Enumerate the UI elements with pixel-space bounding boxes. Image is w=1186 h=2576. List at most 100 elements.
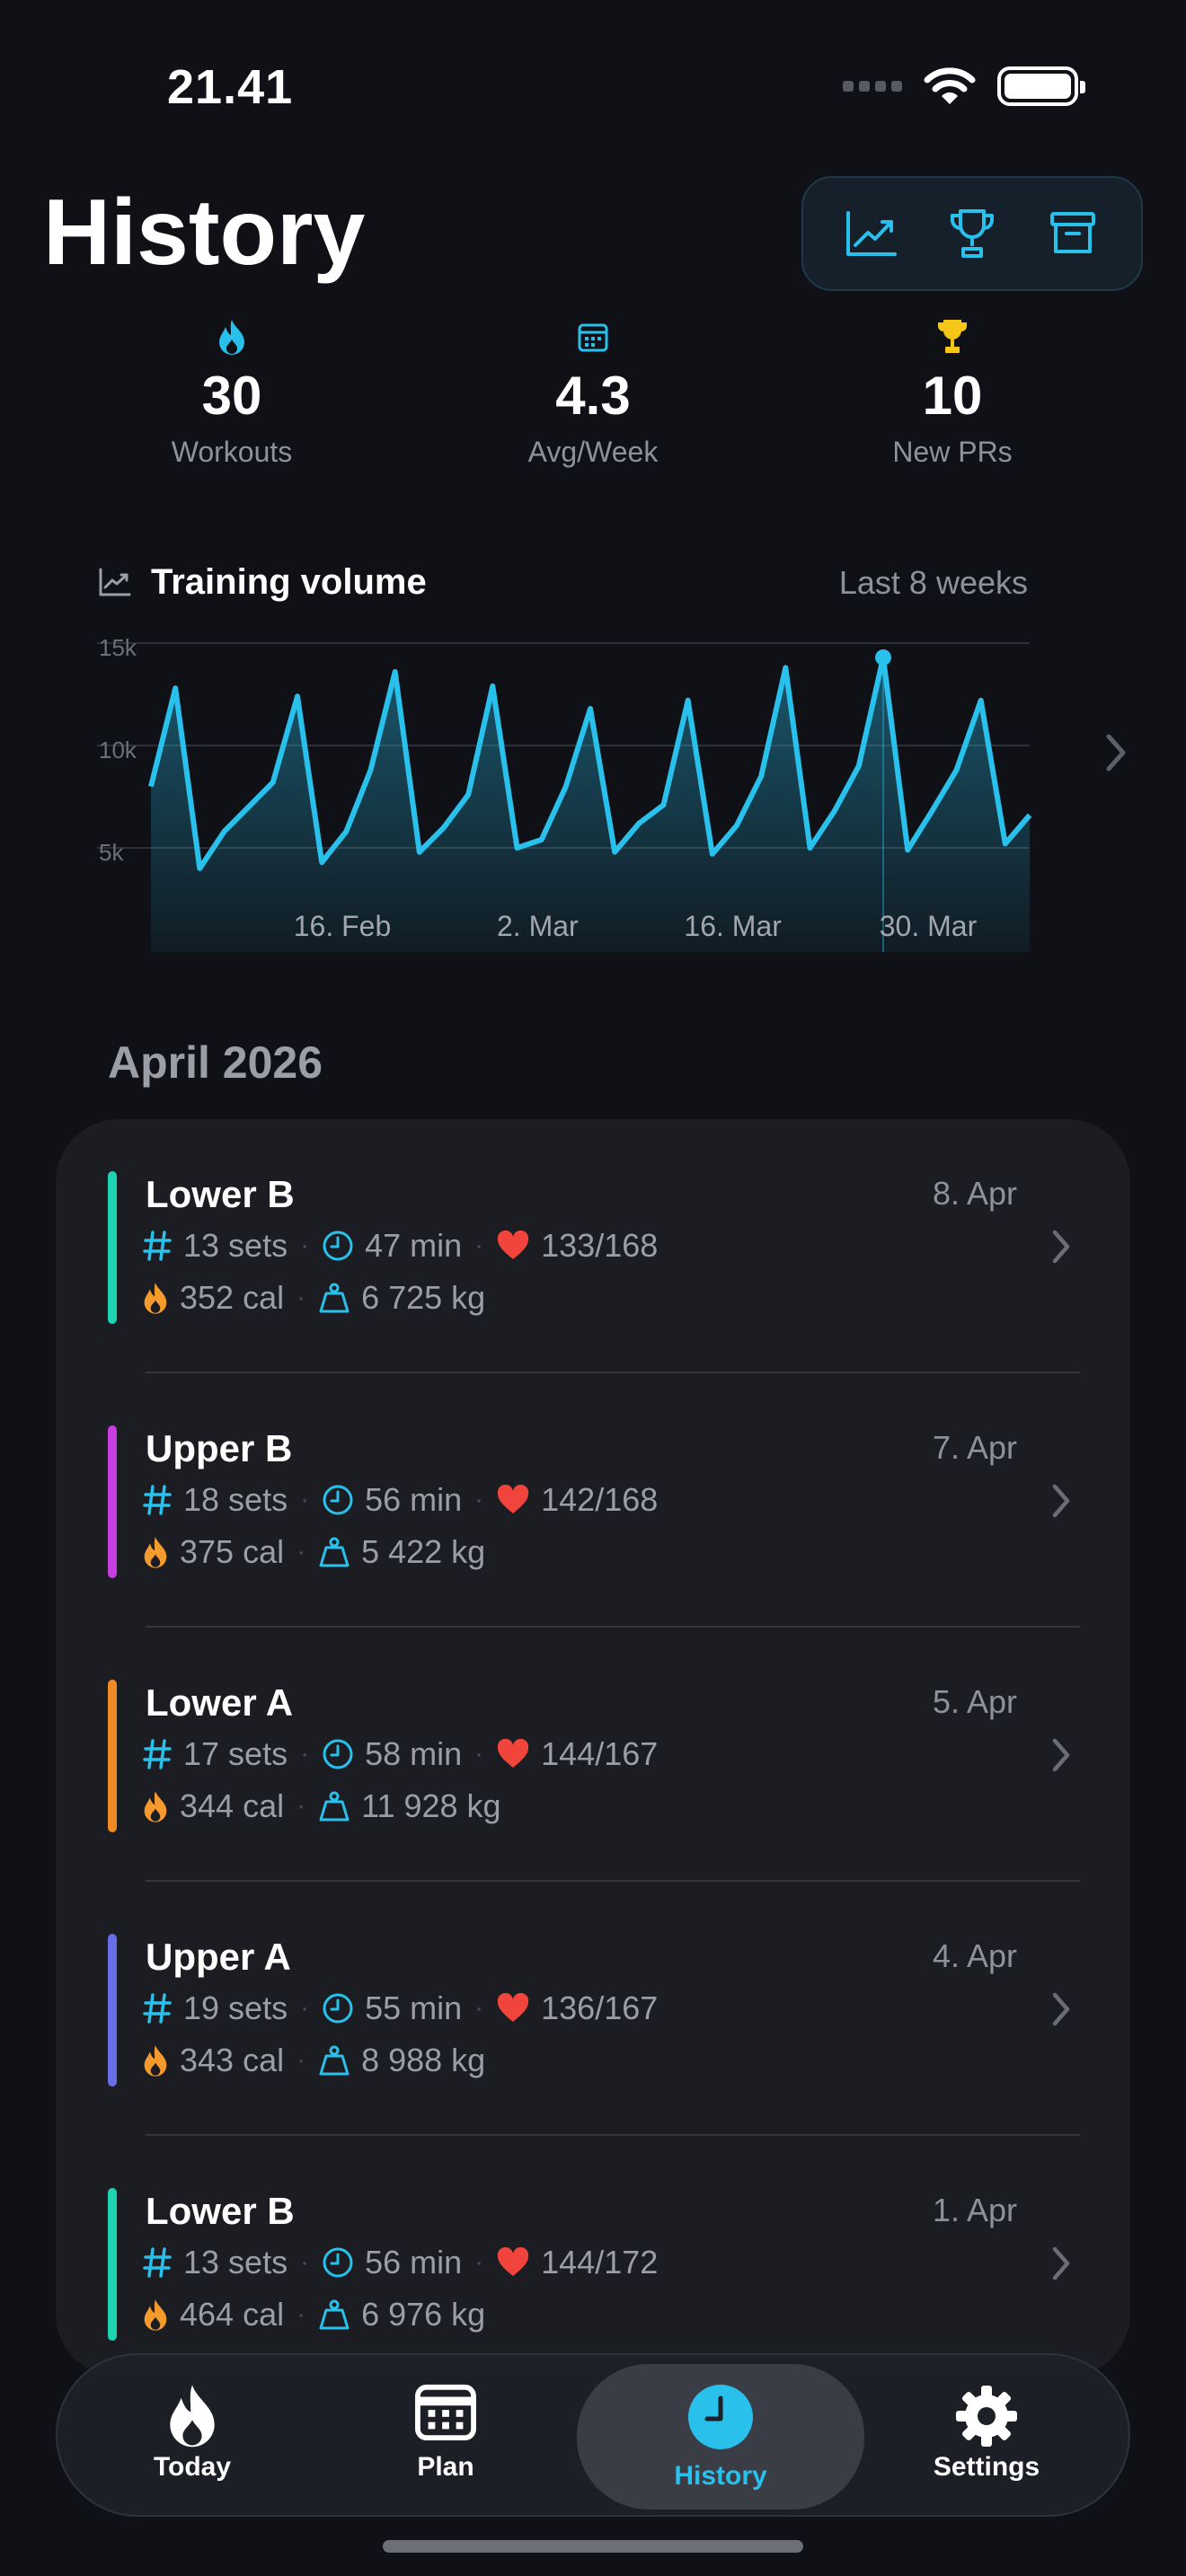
workout-volume: 6 976 kg [361, 2296, 486, 2333]
hash-icon [143, 1485, 172, 1515]
heart-icon [498, 1993, 529, 2022]
row-divider [146, 1372, 1080, 1373]
weight-icon [319, 2299, 350, 2330]
workout-name: Upper A [146, 1936, 291, 1978]
page-title: History [43, 181, 366, 285]
stat-value: 10 [922, 366, 983, 426]
row-chevron [1048, 1989, 1075, 2033]
workout-metrics-secondary: 352 cal · 6 725 kg [142, 1279, 485, 1317]
workout-sets: 13 sets [183, 1227, 288, 1264]
row-chevron [1048, 2244, 1075, 2288]
weight-icon [319, 1791, 350, 1822]
calendar-icon [578, 323, 608, 352]
records-button[interactable] [936, 198, 1008, 269]
workout-metrics-primary: 18 sets · 56 min · 142/168 [142, 1481, 658, 1519]
x-tick-label: 2. Mar [497, 910, 579, 942]
workout-calories: 375 cal [180, 1533, 285, 1570]
x-tick-label: 16. Feb [294, 910, 392, 942]
home-indicator[interactable] [383, 2540, 803, 2553]
workout-date: 8. Apr [932, 1175, 1017, 1212]
workout-heart-rate: 133/168 [541, 1227, 659, 1264]
chevron-right-icon[interactable] [1098, 728, 1134, 778]
workout-metrics-secondary: 343 cal · 8 988 kg [142, 2042, 485, 2079]
chevron-right-icon [1052, 1992, 1070, 2026]
workout-metrics-primary: 13 sets · 47 min · 133/168 [142, 1227, 658, 1265]
workout-name: Lower B [146, 2190, 295, 2232]
y-tick-label: 5k [99, 839, 124, 866]
chevron-right-icon [1052, 1484, 1070, 1518]
chevron-right-icon [1052, 1230, 1070, 1264]
workout-color-bar [108, 1425, 117, 1578]
history-toolbar [801, 176, 1143, 291]
workout-color-bar [108, 1680, 117, 1832]
trophy-icon [938, 320, 967, 353]
tab-plan[interactable]: Plan [311, 2355, 580, 2519]
workout-color-bar [108, 1934, 117, 2086]
training-volume-chart[interactable]: 15k 10k 5k 16. Feb 2. Mar 16. Mar 30. Mar [0, 611, 1186, 970]
clock-icon [688, 2385, 753, 2449]
stat-label: New PRs [892, 436, 1013, 468]
weight-icon [319, 2045, 350, 2076]
workout-row[interactable]: Upper A 4. Apr 19 sets · 55 min · 136/167 343 c… [56, 1882, 1130, 2136]
highlight-point[interactable] [875, 648, 891, 666]
workout-volume: 8 988 kg [361, 2042, 486, 2078]
row-divider [146, 1626, 1080, 1628]
workout-name: Lower B [146, 1173, 295, 1215]
hash-icon [143, 1993, 172, 2024]
clock-icon [323, 1993, 353, 2024]
trophy-icon [951, 209, 994, 258]
wifi-icon [924, 67, 976, 104]
stat-value: 30 [201, 366, 262, 426]
workout-metrics-secondary: 375 cal · 5 422 kg [142, 1533, 485, 1571]
status-indicators [843, 66, 1085, 106]
workout-sets: 19 sets [183, 1989, 288, 2026]
workout-calories: 464 cal [180, 2296, 285, 2333]
workout-row[interactable]: Upper B 7. Apr 18 sets · 56 min · 142/168 375 c… [56, 1373, 1130, 1628]
workout-metrics-secondary: 464 cal · 6 976 kg [142, 2296, 485, 2333]
clock-icon [323, 1739, 353, 1769]
workout-duration: 56 min [365, 1481, 463, 1518]
workout-volume: 5 422 kg [361, 1533, 486, 1570]
workout-name: Upper B [146, 1427, 293, 1469]
workout-calories: 344 cal [180, 1787, 285, 1824]
chart-line-icon [846, 211, 897, 256]
workout-heart-rate: 136/167 [541, 1989, 659, 2026]
tab-settings[interactable]: Settings [852, 2355, 1121, 2519]
workout-date: 5. Apr [932, 1683, 1017, 1720]
flame-icon [170, 2385, 215, 2448]
tab-label: Settings [933, 2452, 1040, 2482]
stat-avg-week: 4.3 Avg/Week [458, 314, 728, 469]
hash-icon [143, 1739, 172, 1769]
workout-list: Lower B 8. Apr 13 sets · 47 min · 133/168 352 c… [56, 1119, 1130, 2377]
workout-heart-rate: 144/172 [541, 2244, 659, 2280]
stat-label: Workouts [171, 436, 293, 468]
tab-label: Plan [417, 2452, 474, 2482]
workout-date: 1. Apr [932, 2192, 1017, 2228]
workout-metrics-primary: 17 sets · 58 min · 144/167 [142, 1735, 658, 1773]
flame-icon [144, 2299, 167, 2331]
workout-heart-rate: 142/168 [541, 1481, 659, 1518]
cellular-signal-icon [843, 81, 902, 92]
heart-icon [498, 1739, 529, 1768]
tab-today[interactable]: Today [58, 2355, 327, 2519]
workout-row[interactable]: Lower B 8. Apr 13 sets · 47 min · 133/168 352 c… [56, 1119, 1130, 1373]
workout-calories: 352 cal [180, 1279, 285, 1316]
battery-icon [997, 66, 1085, 106]
workout-volume: 6 725 kg [361, 1279, 486, 1316]
x-tick-label: 30. Mar [880, 910, 978, 942]
stat-label: Avg/Week [527, 436, 659, 468]
workout-name: Lower A [146, 1681, 294, 1724]
chart-line-icon [99, 568, 131, 596]
tab-history[interactable]: History [577, 2364, 864, 2510]
archive-button[interactable] [1037, 198, 1109, 269]
heart-icon [498, 1231, 529, 1259]
clock-icon [323, 2247, 353, 2278]
workout-row[interactable]: Lower A 5. Apr 17 sets · 58 min · 144/167 344 c… [56, 1628, 1130, 1882]
workout-date: 4. Apr [932, 1937, 1017, 1974]
hash-icon [143, 2247, 172, 2278]
y-tick-label: 10k [99, 737, 137, 763]
workout-color-bar [108, 1171, 117, 1324]
workout-color-bar [108, 2188, 117, 2341]
workout-row[interactable]: Lower B 1. Apr 13 sets · 56 min · 144/172 464 c… [56, 2136, 1130, 2377]
charts-button[interactable] [836, 198, 907, 269]
